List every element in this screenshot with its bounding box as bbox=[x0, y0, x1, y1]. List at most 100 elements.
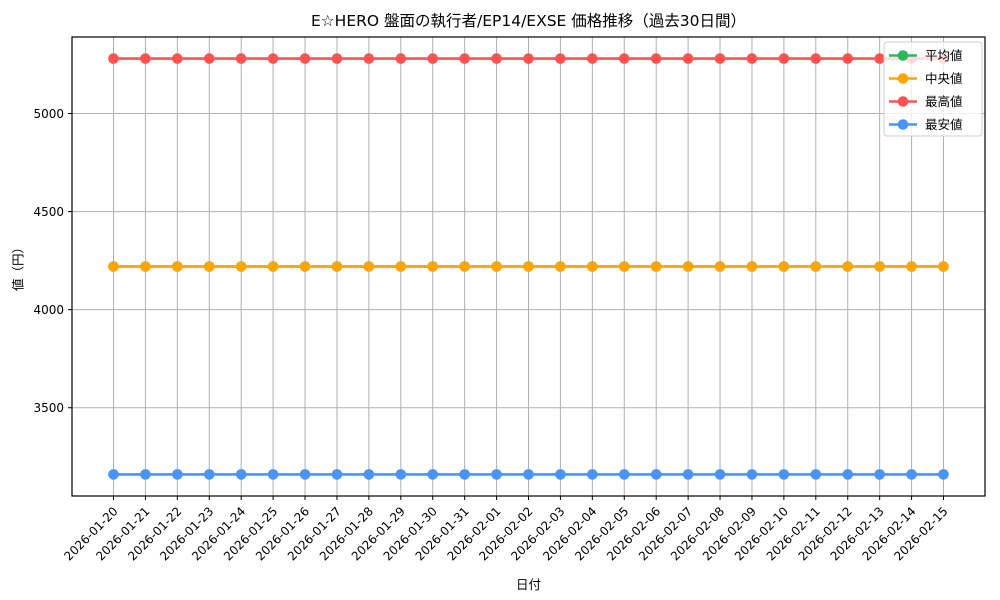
series-max-marker bbox=[778, 53, 790, 64]
legend-min-marker bbox=[897, 119, 909, 130]
series-max-marker bbox=[555, 53, 566, 64]
series-median-marker bbox=[395, 261, 407, 272]
series-min-marker bbox=[140, 469, 151, 480]
series-max-marker bbox=[523, 53, 534, 64]
series-median-marker bbox=[363, 261, 375, 272]
series-max-marker bbox=[299, 53, 311, 64]
series-median-marker bbox=[587, 261, 598, 272]
series-median-marker bbox=[906, 261, 917, 272]
series-median-marker bbox=[555, 261, 566, 272]
series-max-marker bbox=[331, 53, 343, 64]
legend-max-label: 最高値 bbox=[925, 94, 963, 109]
series-max-marker bbox=[363, 53, 375, 64]
series-min-marker bbox=[427, 469, 439, 480]
legend-median-marker bbox=[897, 73, 909, 84]
series-median-marker bbox=[172, 261, 183, 272]
series-median-marker bbox=[714, 261, 726, 272]
series-min-marker bbox=[203, 469, 215, 480]
series-min-marker bbox=[587, 469, 598, 480]
series-median-marker bbox=[427, 261, 439, 272]
series-max-marker bbox=[810, 53, 822, 64]
series-min-marker bbox=[746, 469, 758, 480]
series-median-marker bbox=[491, 261, 502, 272]
series-median-marker bbox=[778, 261, 790, 272]
series-median-marker bbox=[203, 261, 215, 272]
series-min-marker bbox=[650, 469, 662, 480]
series-max-marker bbox=[395, 53, 407, 64]
axis-ticks bbox=[68, 113, 944, 500]
series-min-marker bbox=[555, 469, 566, 480]
series-max-marker bbox=[267, 53, 279, 64]
series-max-marker bbox=[459, 53, 470, 64]
series-min-marker bbox=[523, 469, 534, 480]
legend-average-marker bbox=[897, 50, 909, 61]
series-min-marker bbox=[778, 469, 790, 480]
series-median-marker bbox=[267, 261, 279, 272]
series-max-marker bbox=[746, 53, 758, 64]
legend-median-label: 中央値 bbox=[925, 71, 963, 86]
series-min-marker bbox=[714, 469, 726, 480]
legend-average-label: 平均値 bbox=[925, 48, 963, 63]
series-min-marker bbox=[618, 469, 630, 480]
y-tick-label: 4000 bbox=[33, 303, 64, 317]
series-min-marker bbox=[906, 469, 917, 480]
series-min-marker bbox=[363, 469, 375, 480]
y-tick-label: 4500 bbox=[33, 205, 64, 219]
series-min-marker bbox=[938, 469, 949, 480]
series-max-marker bbox=[714, 53, 726, 64]
series-max-marker bbox=[108, 53, 119, 64]
plot-border bbox=[71, 36, 986, 497]
series-max-marker bbox=[874, 53, 885, 64]
series-median-marker bbox=[108, 261, 119, 272]
series-median-marker bbox=[938, 261, 949, 272]
series-median-marker bbox=[523, 261, 534, 272]
series-median-marker bbox=[842, 261, 854, 272]
series-min-marker bbox=[874, 469, 885, 480]
series-median-marker bbox=[235, 261, 247, 272]
series-max-marker bbox=[427, 53, 439, 64]
y-tick-label: 3500 bbox=[33, 401, 64, 415]
series-max-marker bbox=[140, 53, 151, 64]
series-median-marker bbox=[331, 261, 343, 272]
series-median-marker bbox=[140, 261, 151, 272]
legend-max-marker bbox=[897, 96, 909, 107]
y-tick-label: 5000 bbox=[33, 107, 64, 121]
series-min-marker bbox=[299, 469, 311, 480]
series-median-marker bbox=[650, 261, 662, 272]
series-max-marker bbox=[491, 53, 502, 64]
series-median-marker bbox=[746, 261, 758, 272]
series-min-marker bbox=[395, 469, 407, 480]
series-median-line bbox=[108, 261, 949, 272]
series-median-marker bbox=[682, 261, 694, 272]
series-max-marker bbox=[618, 53, 630, 64]
series-min-marker bbox=[235, 469, 247, 480]
series-min-marker bbox=[108, 469, 119, 480]
series-median-marker bbox=[299, 261, 311, 272]
series-min-marker bbox=[842, 469, 854, 480]
series-min-line bbox=[108, 469, 949, 480]
series-min-marker bbox=[331, 469, 343, 480]
series-max-line bbox=[108, 53, 949, 64]
series-max-marker bbox=[587, 53, 598, 64]
series-min-marker bbox=[810, 469, 822, 480]
x-axis-label: 日付 bbox=[515, 577, 541, 592]
legend-min-label: 最安値 bbox=[925, 117, 963, 132]
series-median-marker bbox=[618, 261, 630, 272]
series-median-marker bbox=[459, 261, 470, 272]
series-max-marker bbox=[235, 53, 247, 64]
series-min-marker bbox=[682, 469, 694, 480]
series-min-marker bbox=[267, 469, 279, 480]
series-max-marker bbox=[842, 53, 854, 64]
series-min-marker bbox=[172, 469, 183, 480]
legend-box bbox=[883, 41, 983, 137]
series-max-marker bbox=[682, 53, 694, 64]
series-max-marker bbox=[650, 53, 662, 64]
chart-title: E☆HERO 盤面の執行者/EP14/EXSE 価格推移（過去30日間） bbox=[310, 12, 747, 30]
series-max-marker bbox=[172, 53, 183, 64]
series-min-marker bbox=[459, 469, 470, 480]
series-median-marker bbox=[874, 261, 885, 272]
series-max-marker bbox=[203, 53, 215, 64]
